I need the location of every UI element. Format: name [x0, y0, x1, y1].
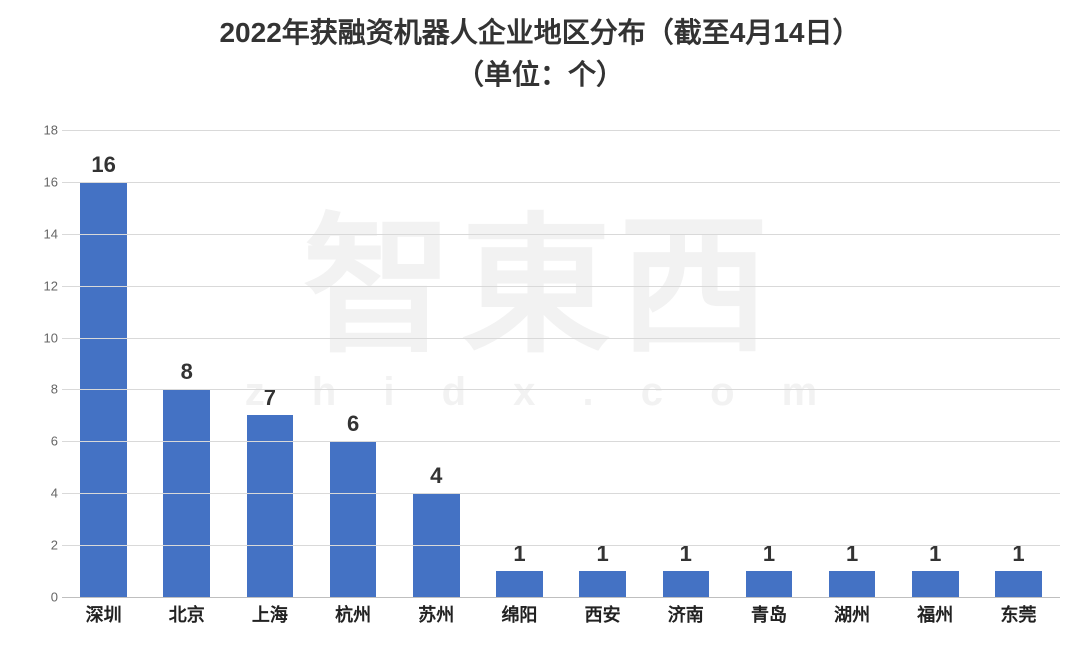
bar-slot: 1: [478, 130, 561, 597]
gridline: [62, 545, 1060, 546]
x-tick-label: 青岛: [727, 597, 810, 627]
gridline: [62, 286, 1060, 287]
bar-slot: 16: [62, 130, 145, 597]
y-tick-label: 8: [34, 382, 58, 397]
x-tick-label: 杭州: [312, 597, 395, 627]
y-tick-label: 14: [34, 226, 58, 241]
y-tick-label: 6: [34, 434, 58, 449]
y-tick-label: 0: [34, 590, 58, 605]
x-axis-labels: 深圳北京上海杭州苏州绵阳西安济南青岛湖州福州东莞: [62, 597, 1060, 625]
bar: [579, 571, 626, 597]
bar-slot: 1: [894, 130, 977, 597]
y-tick-label: 2: [34, 538, 58, 553]
bar-slot: 4: [395, 130, 478, 597]
bar-slot: 1: [727, 130, 810, 597]
x-tick-label: 东莞: [977, 597, 1060, 627]
x-tick-label: 绵阳: [478, 597, 561, 627]
gridline: [62, 338, 1060, 339]
gridline: [62, 389, 1060, 390]
chart-title-line1: 2022年获融资机器人企业地区分布（截至4月14日）: [0, 12, 1080, 54]
bar-value-label: 16: [91, 152, 115, 178]
bar: [330, 441, 377, 597]
bar-value-label: 6: [347, 411, 359, 437]
x-tick-label: 西安: [561, 597, 644, 627]
plot-area: 1687641111111 024681012141618: [62, 130, 1060, 597]
bar-value-label: 4: [430, 463, 442, 489]
bar: [995, 571, 1042, 597]
chart-title-line2: （单位：个）: [0, 54, 1080, 96]
x-tick-label: 湖州: [811, 597, 894, 627]
gridline: [62, 493, 1060, 494]
bar-slot: 1: [811, 130, 894, 597]
x-tick-label: 深圳: [62, 597, 145, 627]
y-tick-label: 18: [34, 123, 58, 138]
x-tick-label: 上海: [228, 597, 311, 627]
x-tick-label: 济南: [644, 597, 727, 627]
bar-slot: 1: [561, 130, 644, 597]
x-tick-label: 北京: [145, 597, 228, 627]
y-tick-label: 12: [34, 278, 58, 293]
bar: [912, 571, 959, 597]
gridline: [62, 234, 1060, 235]
chart-title: 2022年获融资机器人企业地区分布（截至4月14日） （单位：个）: [0, 0, 1080, 96]
bar: [829, 571, 876, 597]
gridline: [62, 182, 1060, 183]
y-tick-label: 4: [34, 486, 58, 501]
x-tick-label: 苏州: [395, 597, 478, 627]
x-tick-label: 福州: [894, 597, 977, 627]
bar-slot: 1: [644, 130, 727, 597]
bar-slot: 8: [145, 130, 228, 597]
bar-slot: 7: [228, 130, 311, 597]
bar: [247, 415, 294, 597]
bar: [496, 571, 543, 597]
bars-row: 16 8 7 6 4 1111111: [62, 130, 1060, 597]
bar: [746, 571, 793, 597]
bar-value-label: 8: [181, 359, 193, 385]
bar-slot: 1: [977, 130, 1060, 597]
bar: [663, 571, 710, 597]
y-tick-label: 16: [34, 174, 58, 189]
bar-chart: 1687641111111 024681012141618 深圳北京上海杭州苏州…: [34, 130, 1060, 625]
y-tick-label: 10: [34, 330, 58, 345]
bar-slot: 6: [312, 130, 395, 597]
gridline: [62, 130, 1060, 131]
gridline: [62, 441, 1060, 442]
